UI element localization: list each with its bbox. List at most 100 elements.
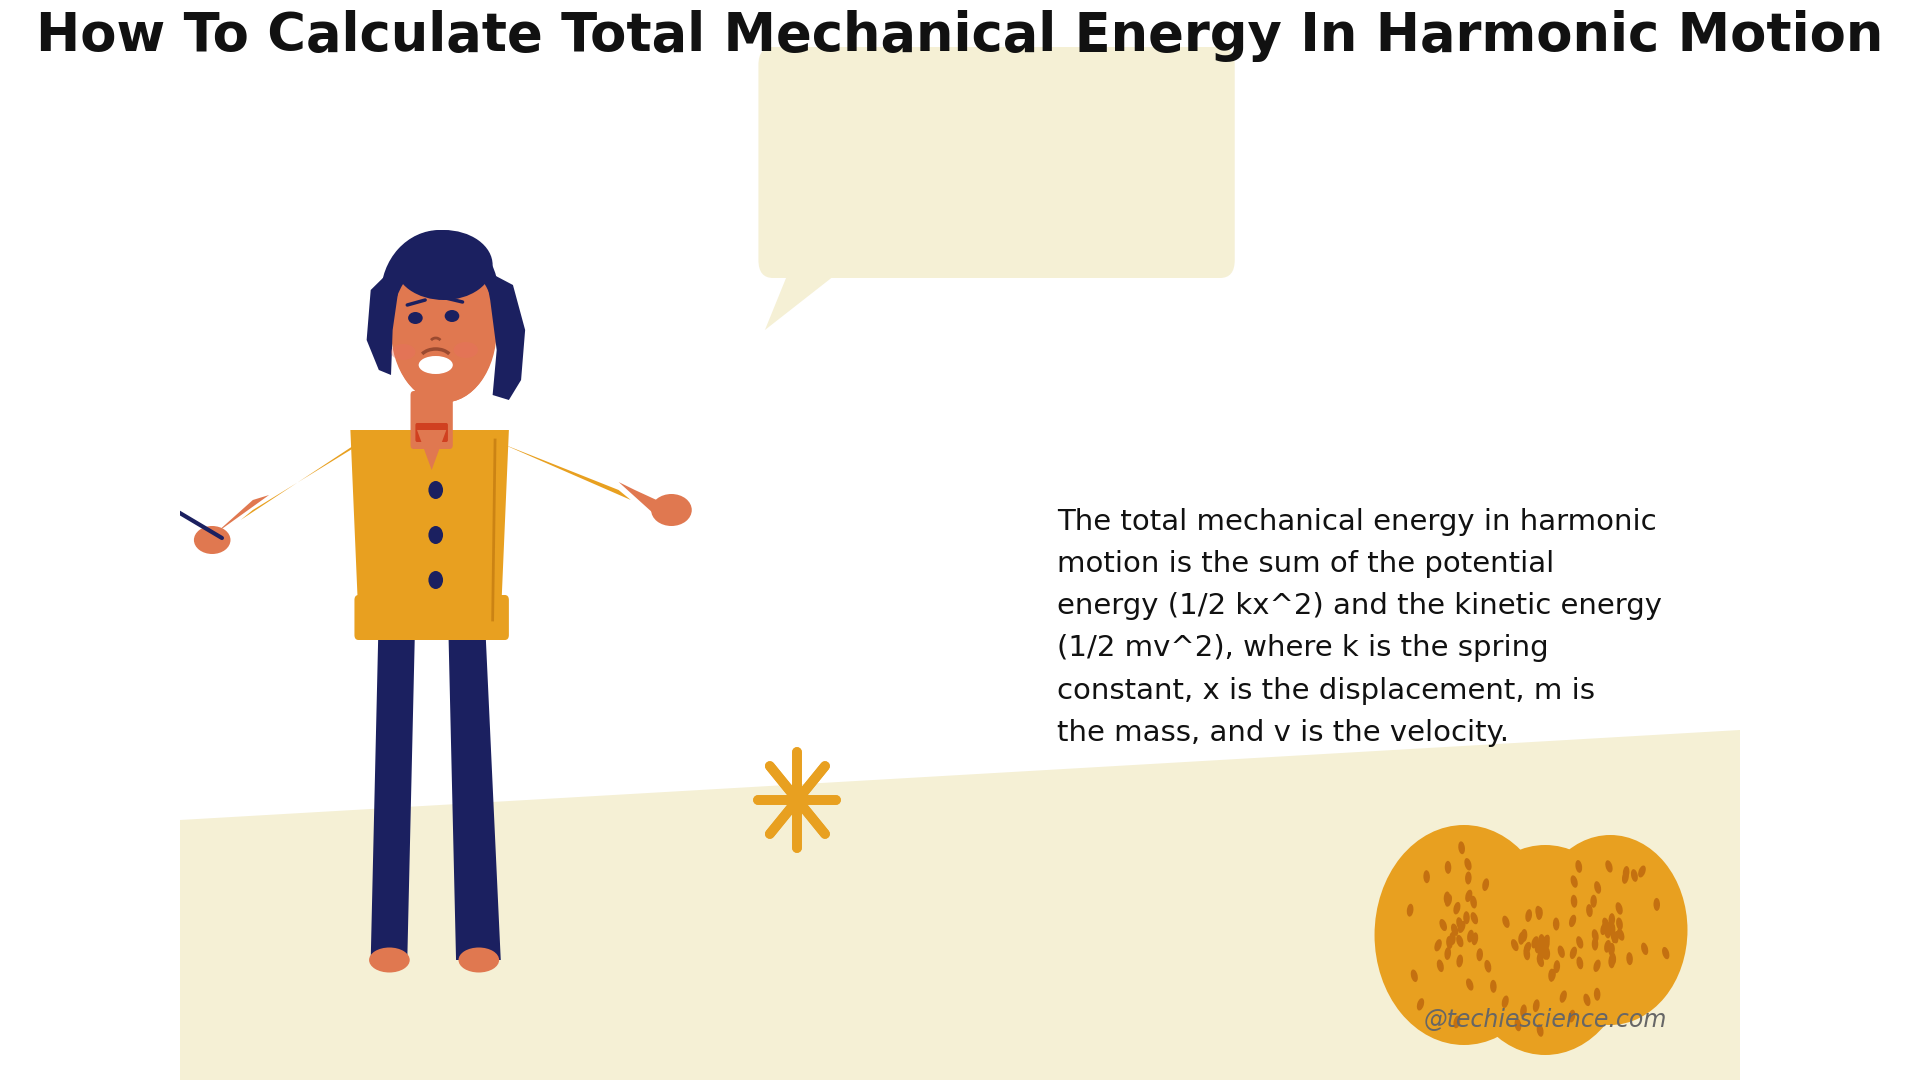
Ellipse shape — [1601, 918, 1609, 930]
Ellipse shape — [392, 257, 497, 403]
Ellipse shape — [1542, 934, 1549, 947]
Polygon shape — [180, 730, 1740, 1080]
Ellipse shape — [1465, 872, 1471, 885]
Ellipse shape — [1536, 955, 1544, 967]
Ellipse shape — [1457, 921, 1465, 933]
Ellipse shape — [1653, 897, 1661, 910]
Ellipse shape — [1521, 929, 1526, 942]
Polygon shape — [764, 260, 854, 330]
Ellipse shape — [1444, 861, 1452, 874]
Ellipse shape — [1501, 996, 1509, 1008]
Ellipse shape — [1536, 907, 1544, 920]
Ellipse shape — [1536, 906, 1542, 918]
Ellipse shape — [1465, 890, 1473, 902]
Ellipse shape — [1605, 926, 1611, 939]
Ellipse shape — [1622, 872, 1628, 883]
Ellipse shape — [1540, 945, 1546, 958]
Ellipse shape — [1607, 922, 1615, 935]
Ellipse shape — [1576, 936, 1584, 948]
Ellipse shape — [1440, 919, 1448, 931]
Ellipse shape — [1434, 940, 1442, 951]
Ellipse shape — [1407, 904, 1413, 917]
Ellipse shape — [1519, 932, 1524, 945]
Ellipse shape — [1594, 881, 1601, 894]
Polygon shape — [207, 495, 269, 540]
Ellipse shape — [1467, 978, 1473, 990]
Ellipse shape — [1553, 960, 1561, 973]
Circle shape — [428, 571, 444, 589]
Circle shape — [428, 481, 444, 499]
Ellipse shape — [1594, 988, 1601, 1001]
Ellipse shape — [1611, 931, 1619, 944]
Ellipse shape — [1609, 943, 1615, 956]
Ellipse shape — [1548, 969, 1555, 982]
Ellipse shape — [1532, 936, 1538, 948]
Ellipse shape — [1594, 959, 1601, 972]
Ellipse shape — [1457, 955, 1463, 968]
Ellipse shape — [1444, 947, 1452, 960]
Ellipse shape — [1538, 949, 1544, 962]
Ellipse shape — [1592, 929, 1599, 942]
Ellipse shape — [1576, 860, 1582, 873]
FancyBboxPatch shape — [415, 423, 447, 442]
Ellipse shape — [380, 230, 499, 360]
Ellipse shape — [1586, 904, 1594, 917]
Ellipse shape — [1626, 953, 1632, 966]
Polygon shape — [447, 610, 501, 960]
Ellipse shape — [1559, 990, 1567, 1003]
Ellipse shape — [1411, 970, 1417, 982]
Text: How To Calculate Total Mechanical Energy In Harmonic Motion: How To Calculate Total Mechanical Energy… — [36, 10, 1884, 62]
Ellipse shape — [1609, 956, 1615, 969]
Ellipse shape — [419, 356, 453, 374]
Ellipse shape — [1605, 861, 1613, 873]
FancyBboxPatch shape — [411, 391, 453, 449]
Ellipse shape — [1603, 940, 1611, 953]
Ellipse shape — [1642, 943, 1647, 955]
Ellipse shape — [394, 268, 495, 403]
Ellipse shape — [1471, 913, 1478, 924]
Ellipse shape — [1453, 1015, 1461, 1028]
Ellipse shape — [1549, 969, 1555, 982]
Ellipse shape — [1476, 948, 1482, 961]
Ellipse shape — [1511, 940, 1519, 951]
Ellipse shape — [1557, 945, 1565, 958]
Ellipse shape — [1484, 960, 1492, 973]
Ellipse shape — [1423, 870, 1430, 883]
Ellipse shape — [1446, 894, 1452, 907]
Ellipse shape — [1609, 914, 1615, 927]
Circle shape — [1459, 845, 1630, 1055]
Ellipse shape — [1455, 917, 1463, 930]
Polygon shape — [618, 482, 668, 515]
Ellipse shape — [1609, 922, 1615, 935]
Ellipse shape — [1467, 930, 1475, 943]
FancyBboxPatch shape — [355, 595, 509, 640]
Ellipse shape — [1490, 980, 1496, 993]
Ellipse shape — [1609, 921, 1615, 933]
Ellipse shape — [1523, 947, 1530, 960]
Ellipse shape — [1436, 959, 1444, 972]
Ellipse shape — [1482, 878, 1490, 891]
Ellipse shape — [1592, 937, 1597, 950]
Ellipse shape — [1455, 935, 1463, 947]
Ellipse shape — [1450, 932, 1455, 945]
Text: The total mechanical energy in harmonic
motion is the sum of the potential
energ: The total mechanical energy in harmonic … — [1056, 508, 1661, 747]
Ellipse shape — [1538, 934, 1546, 947]
Polygon shape — [240, 440, 367, 519]
Ellipse shape — [1638, 865, 1645, 878]
Ellipse shape — [1459, 841, 1465, 854]
Ellipse shape — [194, 526, 230, 554]
Ellipse shape — [445, 310, 459, 322]
Ellipse shape — [1553, 918, 1559, 931]
Ellipse shape — [1569, 1010, 1574, 1023]
Ellipse shape — [459, 947, 499, 972]
Polygon shape — [367, 270, 399, 375]
Ellipse shape — [1444, 891, 1450, 904]
Ellipse shape — [392, 345, 415, 360]
Polygon shape — [349, 430, 509, 620]
Polygon shape — [484, 270, 526, 400]
Ellipse shape — [1501, 916, 1509, 928]
Ellipse shape — [1544, 947, 1549, 960]
Ellipse shape — [1453, 902, 1461, 915]
Ellipse shape — [1542, 947, 1549, 960]
Text: @techiescience.com: @techiescience.com — [1423, 1009, 1667, 1032]
